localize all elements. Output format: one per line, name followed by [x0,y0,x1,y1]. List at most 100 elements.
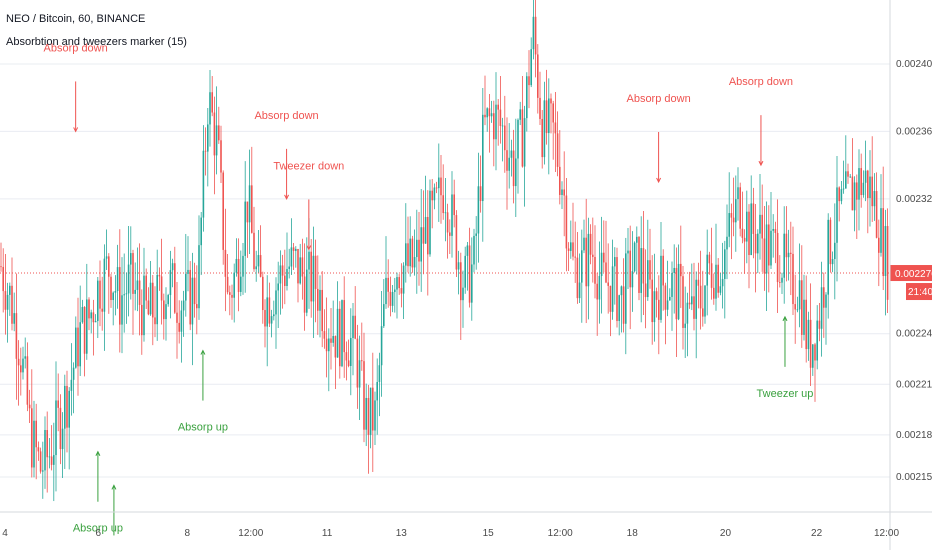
candle-body [92,312,95,323]
candle-body [570,242,572,251]
signal-arrowhead [95,450,101,456]
candle-body [266,297,268,327]
candle-body [629,250,631,288]
candle-body [666,300,669,310]
candle-body [50,456,53,465]
candle-body [803,299,805,335]
candle-body [383,304,385,327]
candle-body [53,455,55,465]
candle-body [581,250,583,283]
candle-body [365,397,367,430]
candle-body [42,470,44,472]
candle-body [343,300,345,353]
candle-body [539,97,541,119]
candle-body [290,247,293,267]
candle-body [31,408,33,468]
candle-body [783,233,785,278]
candle-body [103,258,106,312]
candle-body [728,213,730,237]
candle-body [680,263,682,277]
candle-body [880,208,882,253]
candle-body [774,228,777,233]
candle-body [429,190,431,255]
candle-body [658,299,660,320]
candle-body [138,280,141,305]
candle-body [798,280,801,310]
candle-body [213,112,216,156]
candle-body [746,211,748,242]
candle-body [174,263,176,313]
candle-body [345,352,348,361]
signal-arrowhead [73,127,79,133]
candle-body [607,282,609,286]
signal-arrowhead [306,245,312,251]
candle-body [686,302,689,324]
candle-body [178,322,180,332]
x-tick-label: 13 [396,528,408,539]
candle-body [528,76,530,86]
candle-body [424,216,427,244]
candle-body [372,387,374,431]
candle-body [807,319,810,350]
candle-body [237,258,240,292]
candle-body [682,276,684,328]
candle-body [710,263,713,288]
candle-body [609,285,612,312]
candle-body [317,288,319,311]
x-tick-label: 22 [811,528,823,539]
candle-body [90,312,92,319]
candle-body [215,125,218,156]
candle-body [394,289,396,293]
candle-body [504,125,506,151]
candle-body [501,125,504,127]
last-price-badge [890,265,932,282]
x-tick-label: 11 [322,528,333,539]
candle-body [574,256,576,258]
candle-body [616,257,618,322]
candle-body [297,248,299,284]
candle-body [603,252,605,263]
candle-body [169,270,172,296]
candle-body [818,320,821,329]
grid [0,63,890,478]
candle-body [48,456,51,458]
candle-body [647,260,649,298]
candle-body [202,150,205,218]
candle-body [246,201,249,223]
candle-body [801,280,803,335]
candle-body [484,114,486,118]
candle-body [867,170,869,199]
candle-body [858,168,860,200]
candle-body [248,185,251,223]
signal-arrowhead [111,484,117,490]
candle-body [838,187,840,202]
candle-body [218,125,220,141]
candle-body [273,314,275,317]
candle-body [132,253,134,294]
candle-body [545,100,548,134]
candle-body [187,269,189,274]
candle-body [776,232,779,283]
signal-arrowhead [284,194,290,200]
candle-body [697,279,700,286]
candle-body [9,285,11,295]
candle-body [708,254,711,264]
candle-body [572,242,574,257]
candle-body [176,312,178,323]
candle-body [356,338,359,388]
time-axis[interactable]: 4 6 8 12:00 11 13 15 12:00 18 20 22 12:00 [0,511,932,539]
candle-body [653,291,656,323]
candle-body [86,299,88,354]
candle-body [534,16,537,55]
candle-body [633,242,636,272]
candle-body [321,289,323,332]
candle-body [563,189,565,196]
candle-body [638,236,640,293]
candle-body [537,54,539,98]
candle-body [576,257,579,299]
candle-body [77,327,79,367]
